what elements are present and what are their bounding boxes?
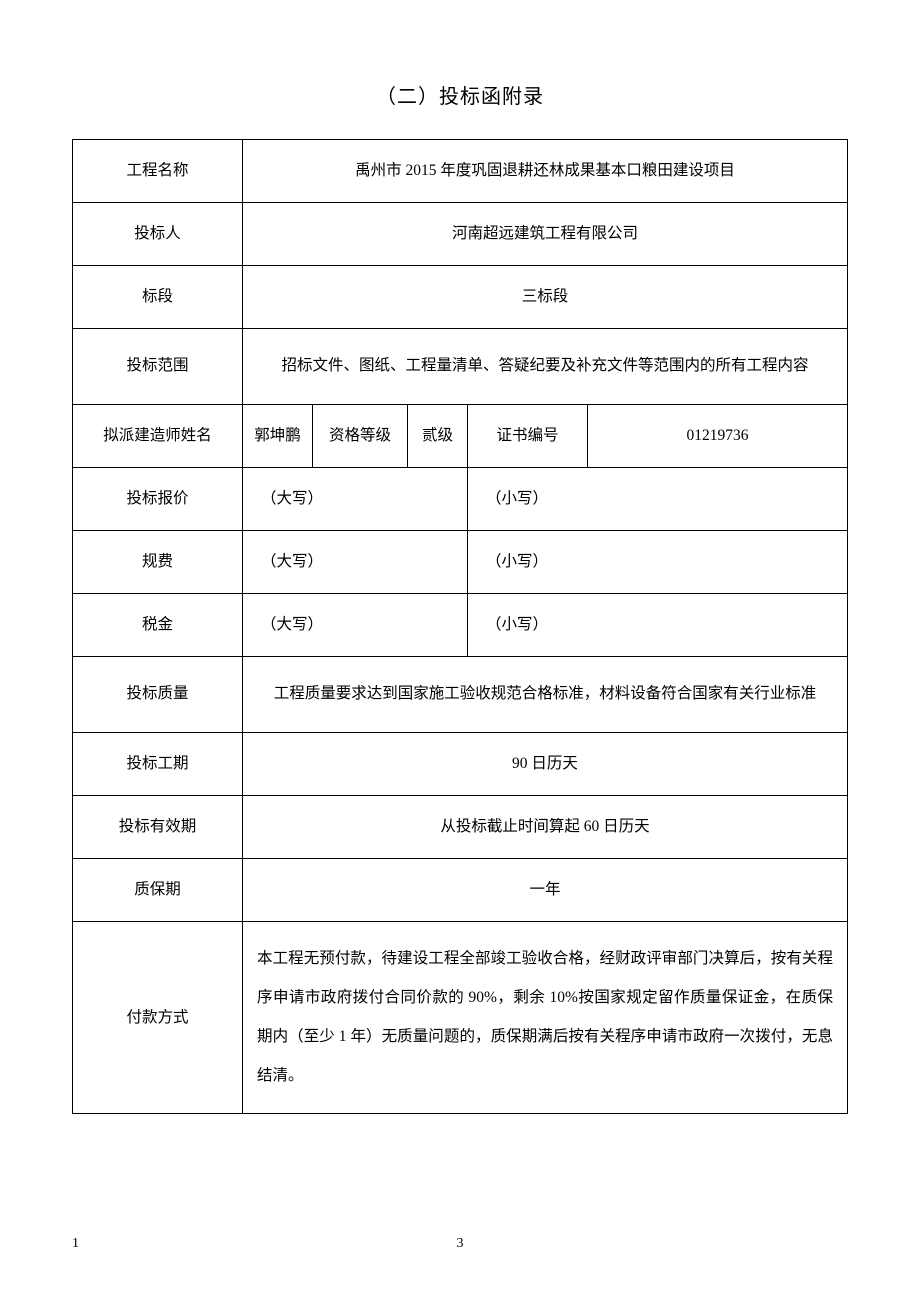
table-row: 投标报价 （大写） （小写） [73, 468, 848, 531]
grade-value: 贰级 [408, 405, 468, 468]
warranty-label: 质保期 [73, 859, 243, 922]
bid-appendix-table: 工程名称 禹州市 2015 年度巩固退耕还林成果基本口粮田建设项目 投标人 河南… [72, 139, 848, 1114]
table-row: 质保期 一年 [73, 859, 848, 922]
project-name-value: 禹州市 2015 年度巩固退耕还林成果基本口粮田建设项目 [243, 140, 848, 203]
fee-lower: （小写） [468, 531, 848, 594]
scope-label: 投标范围 [73, 329, 243, 405]
bidder-value: 河南超远建筑工程有限公司 [243, 203, 848, 266]
footer-left-number: 1 [72, 1236, 79, 1252]
scope-value: 招标文件、图纸、工程量清单、答疑纪要及补充文件等范围内的所有工程内容 [243, 329, 848, 405]
payment-label: 付款方式 [73, 922, 243, 1114]
quality-label: 投标质量 [73, 657, 243, 733]
payment-value: 本工程无预付款，待建设工程全部竣工验收合格，经财政评审部门决算后，按有关程序申请… [243, 922, 848, 1114]
engineer-label: 拟派建造师姓名 [73, 405, 243, 468]
warranty-value: 一年 [243, 859, 848, 922]
section-value: 三标段 [243, 266, 848, 329]
table-row: 规费 （大写） （小写） [73, 531, 848, 594]
price-upper: （大写） [243, 468, 468, 531]
footer-center-number: 3 [457, 1236, 464, 1252]
fee-upper: （大写） [243, 531, 468, 594]
validity-value: 从投标截止时间算起 60 日历天 [243, 796, 848, 859]
tax-lower: （小写） [468, 594, 848, 657]
cert-label: 证书编号 [468, 405, 588, 468]
price-label: 投标报价 [73, 468, 243, 531]
section-label: 标段 [73, 266, 243, 329]
bidder-label: 投标人 [73, 203, 243, 266]
project-name-label: 工程名称 [73, 140, 243, 203]
table-row: 付款方式 本工程无预付款，待建设工程全部竣工验收合格，经财政评审部门决算后，按有… [73, 922, 848, 1114]
tax-label: 税金 [73, 594, 243, 657]
table-row: 投标工期 90 日历天 [73, 733, 848, 796]
table-row: 投标有效期 从投标截止时间算起 60 日历天 [73, 796, 848, 859]
price-lower: （小写） [468, 468, 848, 531]
tax-upper: （大写） [243, 594, 468, 657]
duration-value: 90 日历天 [243, 733, 848, 796]
engineer-name: 郭坤鹏 [243, 405, 313, 468]
table-row: 投标人 河南超远建筑工程有限公司 [73, 203, 848, 266]
quality-value: 工程质量要求达到国家施工验收规范合格标准，材料设备符合国家有关行业标准 [243, 657, 848, 733]
document-title: （二）投标函附录 [72, 80, 848, 109]
table-row: 投标质量 工程质量要求达到国家施工验收规范合格标准，材料设备符合国家有关行业标准 [73, 657, 848, 733]
table-row: 投标范围 招标文件、图纸、工程量清单、答疑纪要及补充文件等范围内的所有工程内容 [73, 329, 848, 405]
table-row: 拟派建造师姓名 郭坤鹏 资格等级 贰级 证书编号 01219736 [73, 405, 848, 468]
duration-label: 投标工期 [73, 733, 243, 796]
table-row: 标段 三标段 [73, 266, 848, 329]
table-row: 工程名称 禹州市 2015 年度巩固退耕还林成果基本口粮田建设项目 [73, 140, 848, 203]
cert-number: 01219736 [588, 405, 848, 468]
grade-label: 资格等级 [313, 405, 408, 468]
page-footer: 1 3 [72, 1236, 848, 1252]
validity-label: 投标有效期 [73, 796, 243, 859]
table-row: 税金 （大写） （小写） [73, 594, 848, 657]
fee-label: 规费 [73, 531, 243, 594]
